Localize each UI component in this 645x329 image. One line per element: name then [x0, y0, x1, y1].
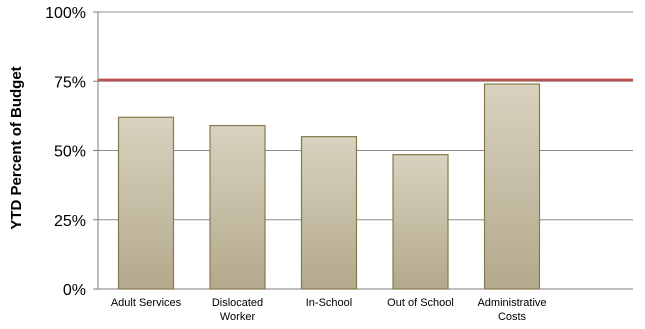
x-tick-label: Dislocated Worker — [212, 297, 263, 323]
bar — [300, 136, 358, 290]
y-tick-label: 50% — [54, 144, 86, 161]
bars — [117, 83, 541, 290]
y-axis-label: YTD Percent of Budget — [8, 66, 25, 229]
x-tick-label: Administrative Costs — [477, 297, 546, 323]
y-tick-label: 25% — [54, 213, 86, 230]
bar — [483, 83, 541, 290]
bar — [392, 154, 449, 290]
y-tick-label: 75% — [54, 74, 86, 91]
bar — [117, 116, 175, 290]
x-axis-ticks: Adult Services Dislocated Worker In-School O… — [111, 297, 547, 323]
x-tick-label: Adult Services — [111, 297, 182, 309]
x-tick-label: Out of School — [387, 297, 454, 309]
y-axis-ticks: 0% 25% 50% 75% 100% — [45, 5, 86, 299]
y-tick-label: 100% — [45, 5, 86, 22]
y-tick-label: 0% — [63, 282, 86, 299]
bar — [209, 124, 266, 290]
gridlines — [93, 11, 633, 290]
x-tick-label: In-School — [306, 297, 352, 309]
